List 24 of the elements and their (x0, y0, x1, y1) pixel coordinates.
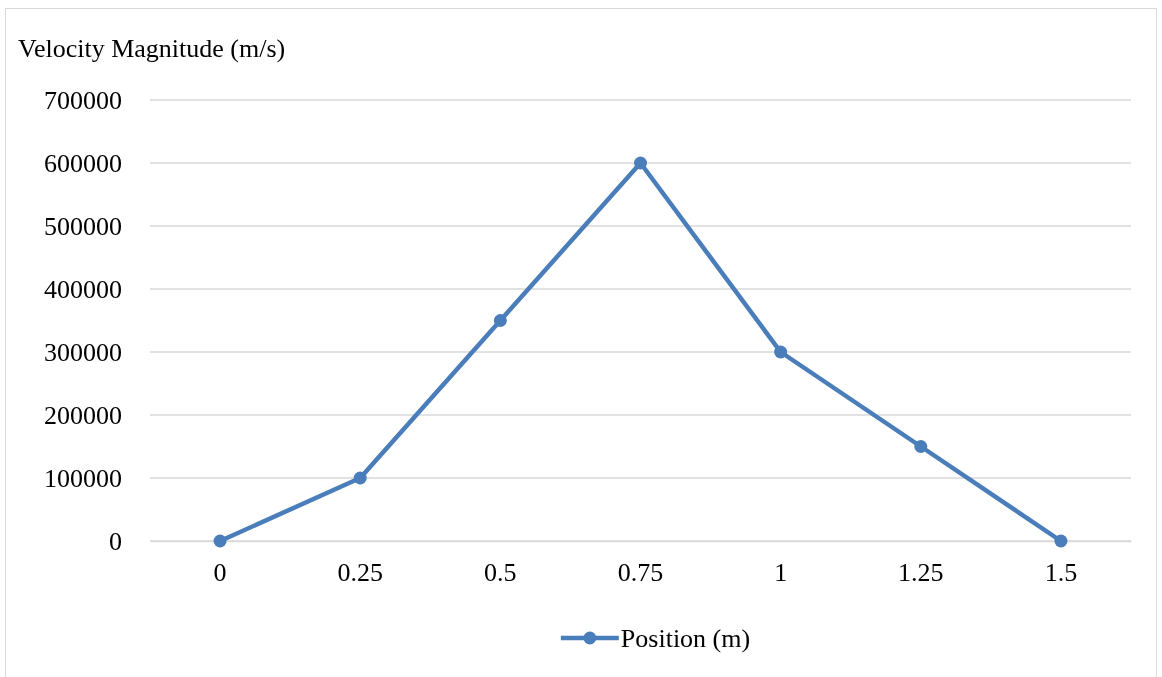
y-tick-label: 500000 (44, 211, 122, 241)
point (213, 534, 227, 548)
x-tick-label: 0.75 (617, 558, 664, 588)
point (1054, 534, 1068, 548)
point (353, 471, 367, 485)
x-tick-label: 0.5 (484, 558, 517, 588)
y-axis-title: Velocity Magnitude (m/s) (18, 34, 286, 63)
legend-label: Position (m) (620, 624, 751, 653)
y-tick-label: 100000 (44, 463, 122, 493)
x-tick-label: 0.25 (337, 558, 383, 588)
point (634, 156, 647, 170)
y-tick-label: 0 (109, 526, 122, 556)
y-tick-label: 300000 (44, 337, 122, 367)
y-tick-label: 200000 (44, 400, 122, 430)
y-tick-label: 400000 (44, 274, 122, 304)
x-tick-label: 1.5 (1044, 558, 1078, 588)
x-tick-label: 1 (774, 558, 788, 588)
y-tick-label: 600000 (44, 148, 122, 178)
x-tick-label: 1.25 (898, 558, 944, 588)
point (493, 314, 507, 327)
point (914, 440, 928, 453)
point (774, 345, 788, 359)
x-tick-label: 0 (213, 558, 227, 588)
y-tick-label: 700000 (44, 85, 122, 115)
